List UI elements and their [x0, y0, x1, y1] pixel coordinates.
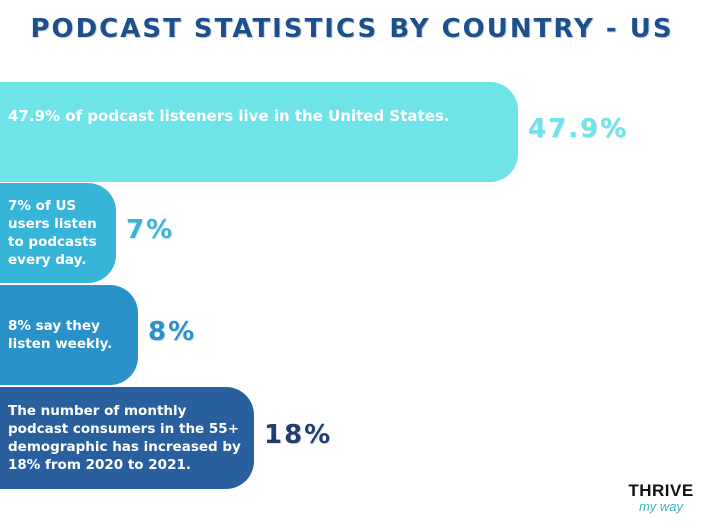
- bar-2: 7% of US users listen to podcasts every …: [0, 183, 116, 283]
- bar-label-1: 47.9% of podcast listeners live in the U…: [8, 107, 450, 125]
- brand-name-line2: my way: [638, 499, 684, 514]
- bar-1: 47.9% of podcast listeners live in the U…: [0, 82, 518, 182]
- brand-logo: THRIVE my way: [626, 482, 696, 513]
- chart-title: PODCAST STATISTICS BY COUNTRY - US: [30, 14, 674, 44]
- value-label-4: 18%: [264, 420, 333, 450]
- value-label-3: 8%: [148, 317, 197, 347]
- value-label-2: 7%: [126, 215, 175, 245]
- bar-label-3: 8% say they listen weekly.: [8, 317, 113, 352]
- value-label-1: 47.9%: [528, 114, 629, 144]
- brand-name-line1: THRIVE: [628, 481, 694, 500]
- bar-label-4: The number of monthly podcast consumers …: [8, 402, 241, 474]
- bar-3: 8% say they listen weekly.: [0, 285, 138, 385]
- bar-4: The number of monthly podcast consumers …: [0, 387, 254, 489]
- bar-label-2: 7% of US users listen to podcasts every …: [8, 197, 97, 269]
